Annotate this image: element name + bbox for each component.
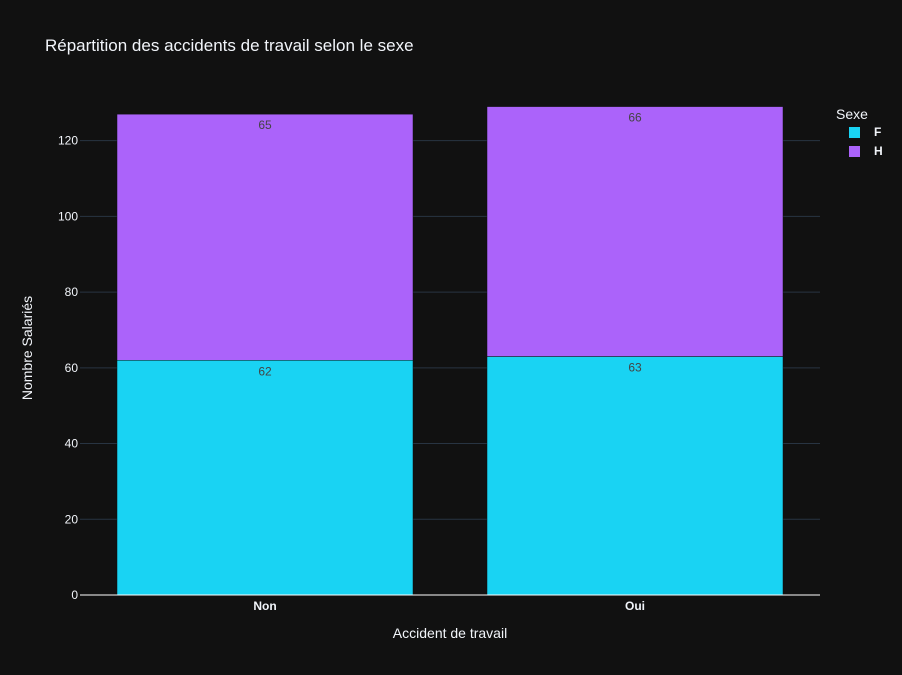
y-tick-label: 120 bbox=[58, 134, 78, 148]
y-tick-label: 60 bbox=[65, 361, 79, 375]
x-axis-title: Accident de travail bbox=[393, 625, 507, 641]
legend-label: H bbox=[874, 144, 883, 158]
y-tick-label: 0 bbox=[71, 588, 78, 602]
x-tick-label: Non bbox=[253, 599, 276, 613]
bar-labels: 62 65 63 66 bbox=[258, 111, 642, 379]
bar-value-label: 66 bbox=[628, 111, 642, 125]
bar-H-Oui[interactable] bbox=[486, 106, 784, 357]
legend-item-H[interactable]: H bbox=[849, 144, 883, 158]
bar-value-label: 65 bbox=[258, 118, 272, 132]
legend[interactable]: FH bbox=[849, 125, 883, 158]
bars bbox=[116, 106, 784, 596]
y-tick-label: 100 bbox=[58, 209, 78, 223]
legend-title: Sexe bbox=[836, 106, 868, 122]
bar-value-label: 63 bbox=[628, 360, 642, 374]
legend-swatch bbox=[849, 127, 860, 138]
y-tick-label: 20 bbox=[65, 512, 79, 526]
chart-title: Répartition des accidents de travail sel… bbox=[45, 36, 414, 55]
x-tick-label: Oui bbox=[625, 599, 645, 613]
legend-label: F bbox=[874, 125, 881, 139]
y-axis-title: Nombre Salariés bbox=[19, 296, 35, 400]
bar-H-Non[interactable] bbox=[116, 113, 414, 361]
bar-value-label: 62 bbox=[258, 364, 272, 378]
bar-F-Non[interactable] bbox=[116, 360, 414, 596]
x-axis-ticks: Non Oui bbox=[253, 599, 645, 613]
y-axis-ticks: 0 20 40 60 80 100 120 bbox=[58, 134, 78, 602]
bar-F-Oui[interactable] bbox=[486, 356, 784, 596]
legend-item-F[interactable]: F bbox=[849, 125, 881, 139]
y-tick-label: 40 bbox=[65, 437, 79, 451]
y-tick-label: 80 bbox=[65, 285, 79, 299]
legend-swatch bbox=[849, 146, 860, 157]
